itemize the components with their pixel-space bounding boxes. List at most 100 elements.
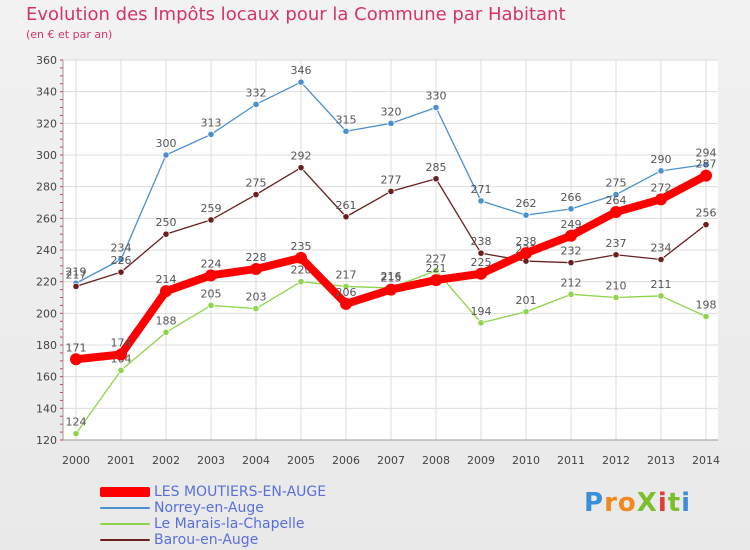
y-tick-label: 120 — [36, 434, 57, 447]
data-point — [70, 353, 82, 366]
x-tick-label: 2013 — [647, 454, 675, 467]
x-tick-label: 2003 — [197, 454, 225, 467]
data-label: 266 — [561, 191, 582, 204]
legend-swatch-green — [100, 523, 150, 525]
data-label: 250 — [156, 216, 177, 229]
data-label: 124 — [66, 416, 87, 429]
data-point — [432, 175, 440, 183]
data-point — [207, 216, 215, 224]
y-tick-label: 240 — [36, 244, 57, 257]
data-label: 224 — [201, 257, 222, 270]
data-point — [342, 127, 350, 135]
x-tick-label: 2008 — [422, 454, 450, 467]
legend-label: Norrey-en-Auge — [154, 500, 264, 516]
data-point — [612, 190, 620, 199]
data-point — [702, 160, 710, 169]
x-tick-label: 2004 — [242, 454, 270, 467]
x-tick-label: 2011 — [557, 454, 585, 467]
data-label: 174 — [111, 337, 132, 350]
data-point — [385, 283, 397, 296]
data-point — [702, 221, 710, 229]
data-label: 300 — [156, 137, 177, 150]
data-point — [117, 268, 125, 276]
data-point — [567, 205, 575, 213]
data-label: 225 — [471, 256, 492, 269]
x-tick-label: 2009 — [467, 454, 495, 467]
y-tick-label: 340 — [36, 86, 57, 99]
data-label: 294 — [696, 147, 717, 160]
legend-swatch-blue — [100, 507, 150, 509]
data-point — [387, 187, 395, 196]
y-tick-label: 320 — [36, 117, 57, 130]
legend-swatch-brown — [100, 539, 150, 541]
data-label: 346 — [291, 64, 312, 77]
data-point — [342, 213, 350, 221]
data-point — [252, 304, 260, 313]
legend-label: Barou-en-Auge — [154, 532, 259, 548]
legend-item: Le Marais-la-Chapelle — [100, 516, 326, 532]
x-tick-label: 2001 — [107, 454, 135, 467]
data-label: 237 — [606, 237, 627, 250]
data-label: 332 — [246, 86, 267, 99]
data-label: 262 — [516, 197, 537, 210]
data-point — [207, 301, 215, 310]
y-tick-label: 200 — [36, 307, 57, 320]
data-label: 227 — [426, 253, 447, 266]
data-point — [295, 251, 307, 264]
y-tick-label: 360 — [36, 54, 57, 67]
data-point — [252, 190, 260, 199]
y-tick-label: 260 — [36, 212, 57, 225]
data-label: 188 — [156, 314, 177, 327]
data-point — [610, 206, 622, 218]
data-label: 211 — [651, 278, 672, 291]
data-point — [612, 251, 620, 259]
data-point — [72, 282, 80, 291]
data-point — [700, 169, 712, 182]
data-point — [430, 274, 442, 287]
data-label: 234 — [651, 242, 672, 255]
data-point — [252, 100, 260, 108]
data-point — [162, 151, 170, 159]
data-point — [250, 263, 262, 275]
data-label: 256 — [696, 207, 717, 220]
legend-item: LES MOUTIERS-EN-AUGE — [100, 484, 326, 500]
data-point — [655, 193, 667, 206]
data-point — [342, 282, 350, 291]
data-label: 228 — [246, 251, 267, 264]
data-label: 249 — [561, 218, 582, 231]
data-label: 205 — [201, 287, 222, 300]
data-label: 171 — [66, 341, 87, 354]
data-point — [162, 328, 170, 336]
x-tick-label: 2010 — [512, 454, 540, 467]
data-label: 203 — [246, 291, 267, 304]
data-point — [72, 430, 80, 438]
x-tick-label: 2007 — [377, 454, 405, 467]
data-label: 194 — [471, 305, 492, 318]
y-tick-label: 220 — [36, 276, 57, 289]
data-label: 313 — [201, 116, 222, 129]
data-label: 198 — [696, 299, 717, 312]
data-label: 219 — [66, 265, 87, 278]
data-point — [297, 78, 305, 86]
data-point — [207, 130, 215, 139]
data-label: 238 — [471, 235, 492, 248]
data-point — [160, 285, 172, 298]
data-point — [477, 197, 485, 205]
data-point — [522, 211, 530, 219]
data-label: 292 — [291, 150, 312, 163]
legend-item: Norrey-en-Auge — [100, 500, 326, 516]
data-point — [657, 255, 665, 264]
data-label: 290 — [651, 153, 672, 166]
data-point — [567, 290, 575, 298]
data-label: 264 — [606, 194, 627, 207]
data-point — [522, 308, 530, 316]
data-label: 235 — [291, 240, 312, 253]
data-label: 210 — [606, 280, 627, 293]
x-tick-label: 2000 — [62, 454, 90, 467]
data-label: 221 — [426, 262, 447, 275]
data-label: 320 — [381, 105, 402, 118]
data-point — [612, 293, 620, 302]
data-point — [297, 164, 305, 172]
chart-title: Evolution des Impôts locaux pour la Comm… — [26, 4, 566, 25]
